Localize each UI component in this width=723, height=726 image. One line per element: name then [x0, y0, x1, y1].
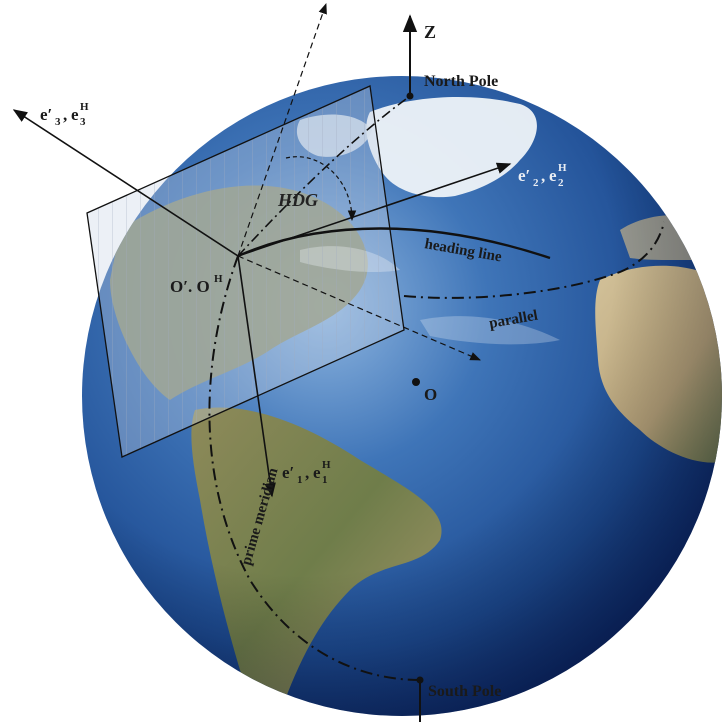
e2-label: e′ 2 , e H 2	[518, 162, 567, 189]
svg-text:2: 2	[533, 177, 539, 189]
hdg-arc	[285, 156, 357, 222]
radius-dashed	[237, 255, 481, 361]
center-point-o	[412, 378, 420, 386]
hdg-label: HDG	[277, 190, 318, 210]
south-pole-label: South Pole	[428, 683, 501, 700]
svg-text:e′: e′	[40, 105, 52, 124]
svg-text:H: H	[558, 162, 567, 174]
vertical-reference-dashed	[237, 2, 327, 257]
svg-text:e: e	[71, 105, 79, 124]
center-label: O	[424, 385, 437, 404]
svg-text:2: 2	[558, 177, 564, 189]
svg-text:H: H	[214, 273, 223, 285]
svg-text:e′: e′	[518, 166, 530, 185]
e1-axis	[237, 255, 276, 498]
svg-text:,: ,	[63, 105, 67, 124]
svg-text:e: e	[313, 463, 321, 482]
svg-text:3: 3	[55, 116, 61, 128]
parallel-curve	[403, 221, 665, 299]
meridian-to-north-pole	[237, 95, 411, 257]
svg-text:1: 1	[297, 474, 303, 486]
e1-label: e′ 1 , e H 1	[282, 459, 331, 486]
svg-text:1: 1	[322, 474, 328, 486]
svg-text:. O: . O	[188, 277, 210, 296]
e3-label: e′ 3 , e H 3	[40, 101, 89, 128]
svg-text:e′: e′	[282, 463, 294, 482]
svg-text:,: ,	[305, 463, 309, 482]
svg-text:,: ,	[541, 166, 545, 185]
local-origin-label: O′ . O H	[170, 273, 223, 296]
z-axis-label: Z	[424, 22, 436, 42]
prime-meridian-curve	[208, 255, 421, 681]
tangent-plane	[86, 85, 405, 458]
heading-line-curve	[237, 227, 551, 260]
south-pole-point	[416, 676, 424, 684]
svg-text:e: e	[549, 166, 557, 185]
svg-text:O′: O′	[170, 277, 188, 296]
north-pole-label: North Pole	[424, 73, 498, 90]
svg-text:H: H	[322, 459, 331, 471]
north-pole-point	[406, 92, 414, 100]
e3-axis	[12, 109, 239, 257]
svg-text:3: 3	[80, 116, 86, 128]
svg-text:H: H	[80, 101, 89, 113]
